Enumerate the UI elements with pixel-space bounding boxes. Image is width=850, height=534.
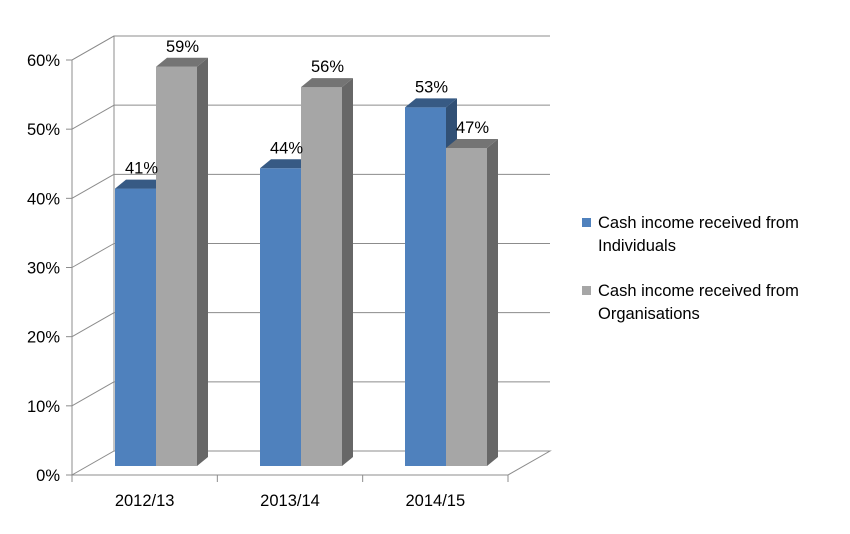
bar-top (260, 159, 312, 169)
legend-item-individuals: Cash income received from Individuals (582, 212, 844, 258)
y-tick-label: 40% (27, 190, 60, 208)
y-tick-label: 30% (27, 260, 60, 278)
data-label: 59% (166, 38, 199, 56)
gridline-side (71, 104, 115, 130)
y-axis: 0% 10% 20% 30% 40% 50% 60% (27, 52, 72, 485)
bar (115, 188, 156, 467)
legend-label-individuals: Cash income received from Individuals (598, 214, 799, 255)
y-tick-label: 10% (27, 398, 60, 416)
bar-side (342, 78, 353, 467)
bar-top (446, 138, 498, 148)
x-tick-label: 2013/14 (260, 492, 320, 510)
bar-top (301, 78, 353, 88)
data-label: 47% (456, 119, 489, 137)
gridline-side (71, 173, 115, 199)
y-tick-label: 0% (36, 467, 60, 485)
bar-side (487, 138, 498, 466)
x-axis: 2012/13 2013/14 2014/15 (71, 474, 509, 510)
y-tick-label: 20% (27, 329, 60, 347)
legend-swatch-individuals (582, 218, 591, 227)
data-labels: 41% 59% 44% 56% 53% 47% (125, 38, 489, 178)
legend: Cash income received from Individuals Ca… (582, 212, 844, 348)
bar (156, 66, 197, 467)
x-tick-label: 2012/13 (115, 492, 175, 510)
y-tick-label: 60% (27, 52, 60, 70)
y-tick-label: 50% (27, 121, 60, 139)
gridline-side (71, 312, 115, 338)
data-label: 56% (311, 58, 344, 76)
bar (446, 147, 487, 466)
bar-top (156, 57, 208, 67)
gridline-side (71, 381, 115, 407)
data-label: 53% (415, 78, 448, 96)
x-tick-label: 2014/15 (406, 492, 466, 510)
bar (405, 107, 446, 466)
gridline-side (71, 243, 115, 268)
bars (115, 57, 498, 467)
data-label: 41% (125, 160, 158, 178)
legend-item-organisations: Cash income received from Organisations (582, 280, 844, 326)
bar (301, 87, 342, 467)
legend-label-organisations: Cash income received from Organisations (598, 282, 799, 323)
data-label: 44% (270, 139, 303, 157)
bar-top (115, 179, 167, 189)
bar-side (197, 57, 208, 467)
bar-top (405, 98, 457, 108)
bar (260, 168, 301, 466)
gridline-side (71, 35, 115, 61)
legend-swatch-organisations (582, 286, 591, 295)
